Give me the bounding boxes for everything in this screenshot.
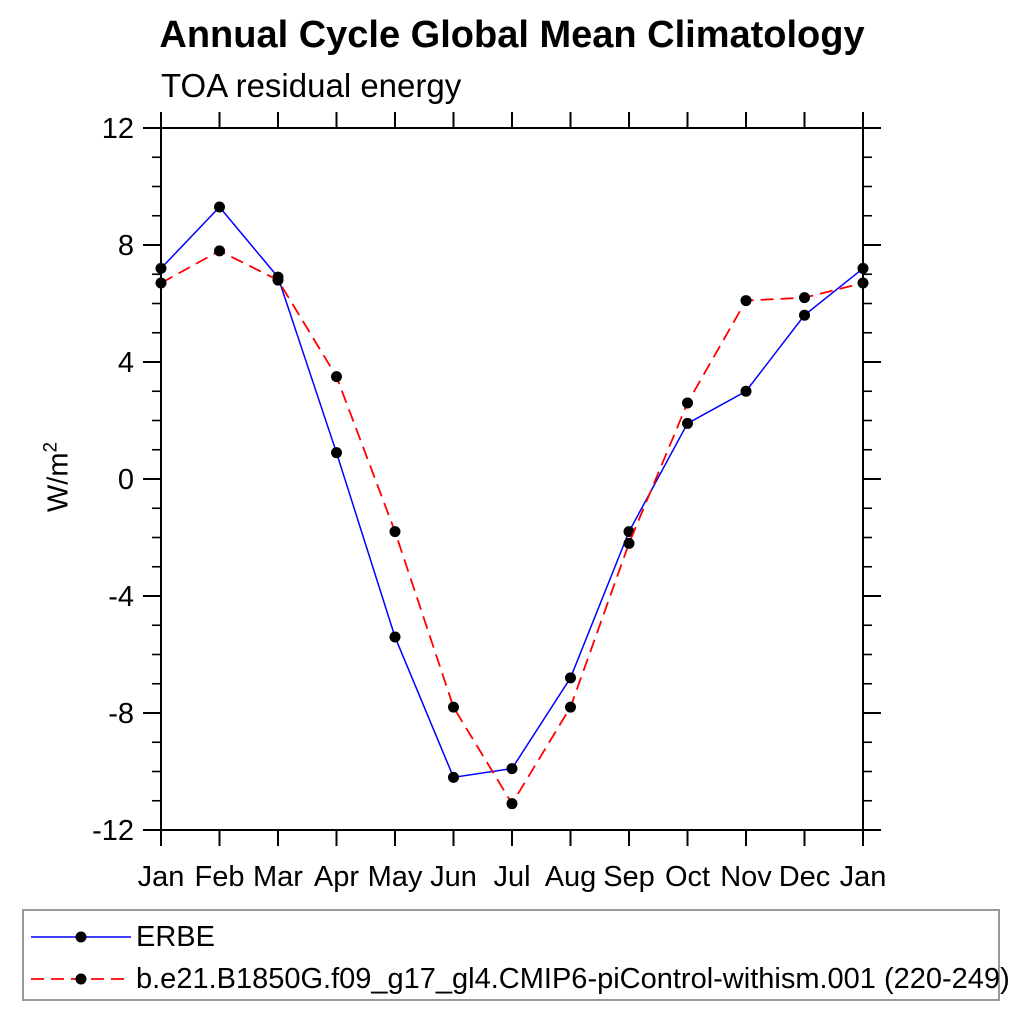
x-tick-label: Jun (430, 861, 477, 893)
data-point (155, 277, 167, 289)
y-tick-label: 0 (118, 464, 134, 496)
data-point (857, 262, 869, 274)
x-tick-label: Mar (253, 861, 303, 893)
data-point (331, 371, 342, 383)
y-tick-label: -8 (108, 698, 134, 730)
legend-box: ERBE b.e21.B1850G.f09_g17_gl4.CMIP6-piCo… (22, 909, 1010, 1001)
data-point (682, 417, 693, 429)
data-point (448, 771, 459, 783)
x-tick-label: Jul (493, 861, 530, 893)
y-tick-label: -4 (108, 581, 134, 613)
x-tick-label: Jan (138, 861, 185, 893)
chart-title: Annual Cycle Global Mean Climatology (159, 14, 865, 56)
legend-item-erbe: ERBE (29, 920, 215, 953)
data-point (331, 447, 342, 459)
legend-label-model: b.e21.B1850G.f09_g17_gl4.CMIP6-piControl… (136, 962, 1010, 995)
data-point (740, 295, 752, 307)
data-point (623, 537, 635, 549)
data-point (740, 385, 752, 397)
series-line-model (160, 249, 864, 806)
data-point (799, 292, 810, 304)
x-tick-label: Feb (195, 861, 245, 893)
y-tick-label: 12 (102, 113, 134, 145)
data-point (623, 526, 635, 538)
data-point (389, 631, 401, 643)
data-point (506, 763, 518, 775)
data-point (857, 277, 869, 289)
x-tick-label: May (368, 861, 423, 893)
data-point (565, 701, 576, 713)
data-point (155, 262, 167, 274)
series-line-erbe (160, 205, 864, 779)
x-tick-label: Dec (779, 861, 831, 893)
x-tick-label: Oct (665, 861, 710, 893)
legend-line-sample-solid (31, 931, 131, 943)
legend-label-erbe: ERBE (136, 920, 215, 953)
plot-frame (160, 127, 864, 831)
data-point (682, 397, 693, 409)
chart-subtitle: TOA residual energy (161, 67, 462, 104)
legend-sample-marker (75, 931, 87, 943)
x-tick-label: Sep (603, 861, 655, 893)
data-point (272, 274, 284, 286)
y-tick-label: 4 (118, 347, 134, 379)
data-point (448, 701, 459, 713)
legend-sample-marker (75, 973, 87, 985)
x-tick-label: Aug (545, 861, 597, 893)
x-tick-label: Nov (720, 861, 772, 893)
legend-item-model: b.e21.B1850G.f09_g17_gl4.CMIP6-piControl… (29, 962, 1010, 995)
data-point (214, 201, 225, 213)
y-tick-label: 8 (118, 230, 134, 262)
data-point (565, 672, 576, 684)
data-point (389, 526, 401, 538)
legend-line-sample-dashed (31, 973, 131, 985)
x-tick-label: Jan (840, 861, 887, 893)
data-point (799, 309, 810, 321)
data-point (506, 798, 518, 810)
data-point (214, 245, 225, 257)
x-tick-label: Apr (314, 861, 359, 893)
y-tick-label: -12 (92, 815, 134, 847)
